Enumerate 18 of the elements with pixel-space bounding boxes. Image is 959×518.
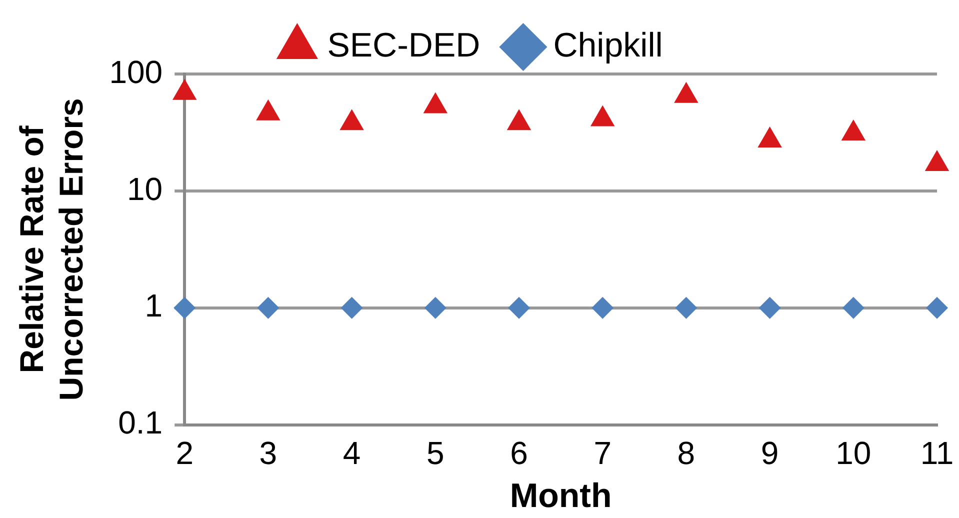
x-tick-label: 11 [920,434,954,471]
x-tick-label: 4 [342,434,361,471]
x-tick-label: 3 [259,434,278,471]
legend-label: Chipkill [553,26,663,64]
y-tick-label: 1 [144,288,163,324]
x-tick-label: 10 [836,434,872,471]
x-tick-label: 8 [677,434,696,471]
x-tick-label: 6 [510,434,528,471]
x-axis-title: Month [510,476,612,515]
y-tick-label: 100 [109,54,163,90]
y-tick-label: 0.1 [118,404,163,441]
x-tick-label: 7 [594,434,612,471]
x-tick-label: 2 [176,434,194,471]
x-tick-label: 9 [760,434,779,471]
legend-label: SEC-DED [327,26,480,64]
y-axis-title: Relative Rate of Uncorrected Errors [12,98,90,401]
x-tick-label: 5 [426,434,444,471]
y-tick-label: 10 [126,170,163,207]
